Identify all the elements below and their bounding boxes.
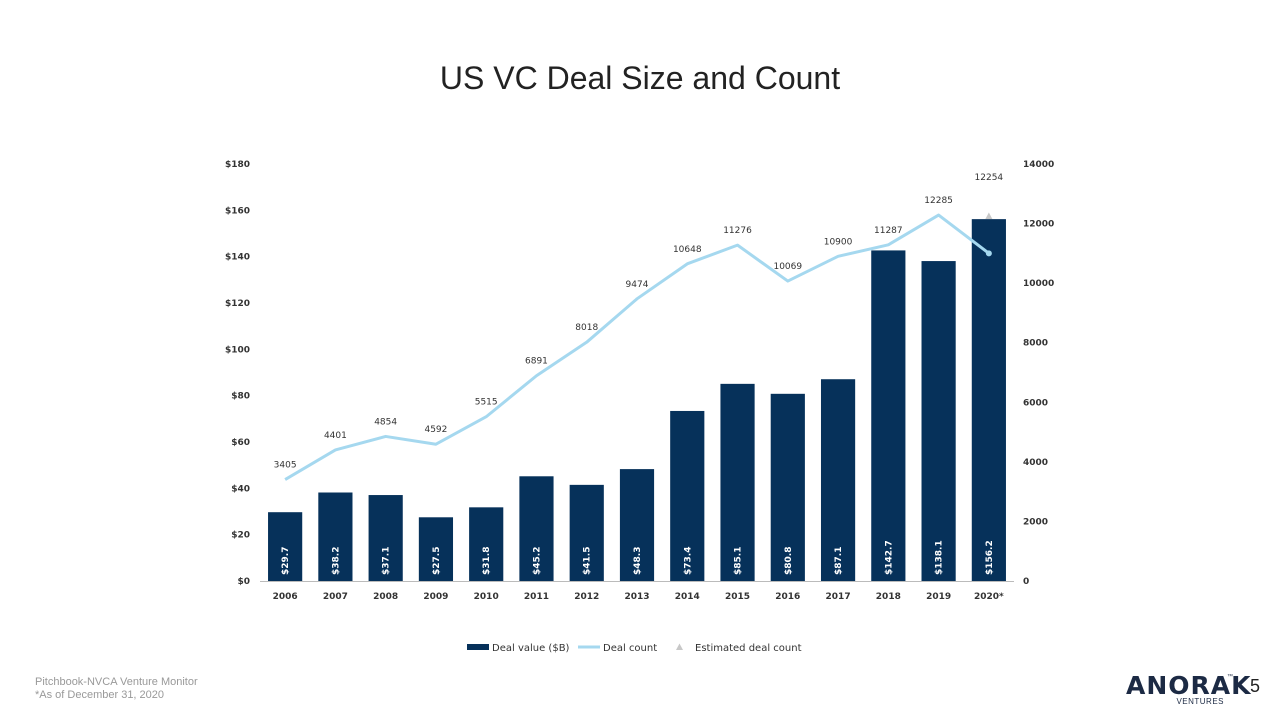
bar-value-label: $29.7 <box>281 547 291 575</box>
x-tick-label: 2008 <box>373 592 398 602</box>
deal-count-label: 5515 <box>475 398 498 408</box>
bar-value-label: $85.1 <box>734 547 744 575</box>
deal-value-bar <box>469 507 504 581</box>
x-tick-label: 2014 <box>675 592 700 602</box>
deal-value-bar <box>871 250 906 581</box>
x-tick-label: 2009 <box>423 592 448 602</box>
bar-value-label: $138.1 <box>935 540 945 575</box>
x-tick-label: 2013 <box>624 592 649 602</box>
bar-value-label: $73.4 <box>683 547 693 575</box>
deal-value-bar <box>921 261 956 581</box>
chart-title: US VC Deal Size and Count <box>439 60 841 96</box>
deal-value-bar <box>619 469 655 581</box>
bar-value-label: $37.1 <box>382 547 392 575</box>
deal-value-bar <box>770 393 805 581</box>
y-left-tick-label: $20 <box>231 531 250 541</box>
logo-wordmark: ANORAK <box>1126 671 1252 700</box>
deal-count-label: 10900 <box>824 237 853 247</box>
bar-value-label: $38.2 <box>331 547 341 575</box>
y-right-tick-label: 8000 <box>1023 339 1048 349</box>
legend-swatch-estimated <box>676 643 683 650</box>
legend-swatch-deal-value <box>467 644 489 650</box>
y-left-tick-label: $60 <box>231 438 250 448</box>
y-left-tick-label: $0 <box>237 577 250 587</box>
deal-value-bar <box>519 476 554 581</box>
y-right-tick-label: 0 <box>1023 577 1029 587</box>
y-left-tick-label: $140 <box>225 253 250 263</box>
deal-count-label: 10648 <box>673 245 702 255</box>
x-tick-label: 2016 <box>775 592 800 602</box>
bar-value-label: $87.1 <box>834 547 844 575</box>
bar-value-label: $27.5 <box>432 547 442 575</box>
deal-count-label: 8018 <box>575 323 598 333</box>
y-right-tick-label: 10000 <box>1023 279 1054 289</box>
y-right-tick-label: 14000 <box>1023 160 1054 170</box>
y-left-tick-label: $80 <box>231 392 250 402</box>
y-right-tick-label: 12000 <box>1023 220 1054 230</box>
legend-label-estimated: Estimated deal count <box>695 643 802 654</box>
deal-value-bar <box>268 512 303 581</box>
x-tick-label: 2017 <box>826 592 851 602</box>
deal-count-label: 4854 <box>374 417 397 427</box>
deal-count-label: 4401 <box>324 431 347 441</box>
source-note: Pitchbook-NVCA Venture Monitor <box>35 676 198 688</box>
y-left-tick-label: $160 <box>225 206 250 216</box>
estimated-deal-count-marker <box>985 212 993 220</box>
bar-value-label: $156.2 <box>985 540 995 575</box>
x-tick-label: 2007 <box>323 592 348 602</box>
deal-value-bar <box>971 219 1006 582</box>
anorak-logo: ANORAK ™ VENTURES <box>1126 670 1251 710</box>
deal-value-bar <box>368 495 403 581</box>
y-right-tick-label: 6000 <box>1023 398 1048 408</box>
deal-count-label: 11287 <box>874 226 903 236</box>
date-note: *As of December 31, 2020 <box>35 689 165 701</box>
x-tick-label: 2010 <box>474 592 499 602</box>
page-number: 5 <box>1250 676 1261 696</box>
deal-value-bar <box>820 379 856 581</box>
deal-count-label: 9474 <box>626 280 649 290</box>
source-footer: Pitchbook-NVCA Venture Monitor *As of De… <box>35 676 198 702</box>
bar-value-label: $142.7 <box>884 540 894 575</box>
x-tick-label: 2011 <box>524 592 549 602</box>
deal-count-label: 3405 <box>274 461 297 471</box>
logo-trademark: ™ <box>1227 674 1233 680</box>
deal-count-label: 4592 <box>424 425 447 435</box>
deal-count-label: 12285 <box>924 196 953 206</box>
bar-value-label: $45.2 <box>532 547 542 575</box>
deal-count-label: 6891 <box>525 357 548 367</box>
deal-value-bar <box>670 410 705 581</box>
legend-label-deal-value: Deal value ($B) <box>492 643 570 654</box>
bar-value-label: $48.3 <box>633 547 643 575</box>
logo-subtitle: VENTURES <box>1176 697 1224 706</box>
y-left-tick-label: $40 <box>231 484 250 494</box>
bar-value-label: $41.5 <box>583 547 593 575</box>
deal-value-bar <box>569 484 604 581</box>
y-left-tick-label: $100 <box>225 345 250 355</box>
legend-label-deal-count: Deal count <box>603 643 657 654</box>
deal-count-end-point <box>985 250 992 257</box>
y-left-tick-label: $120 <box>225 299 250 309</box>
deal-value-bar <box>418 517 454 581</box>
bar-value-label: $80.8 <box>784 547 794 575</box>
deal-value-bar <box>318 492 353 581</box>
bar-value-label: $31.8 <box>482 547 492 575</box>
x-tick-label: 2012 <box>574 592 599 602</box>
x-tick-label: 2020* <box>974 592 1004 602</box>
estimated-deal-count-label: 12254 <box>975 173 1004 183</box>
x-tick-label: 2015 <box>725 592 750 602</box>
y-right-tick-label: 2000 <box>1023 517 1048 527</box>
x-tick-label: 2006 <box>273 592 298 602</box>
deal-count-label: 10069 <box>773 262 802 272</box>
x-tick-label: 2018 <box>876 592 901 602</box>
y-right-tick-label: 4000 <box>1023 458 1048 468</box>
x-tick-label: 2019 <box>926 592 951 602</box>
y-left-tick-label: $180 <box>225 160 250 170</box>
deal-value-bar <box>720 383 755 581</box>
deal-count-label: 11276 <box>723 226 752 236</box>
